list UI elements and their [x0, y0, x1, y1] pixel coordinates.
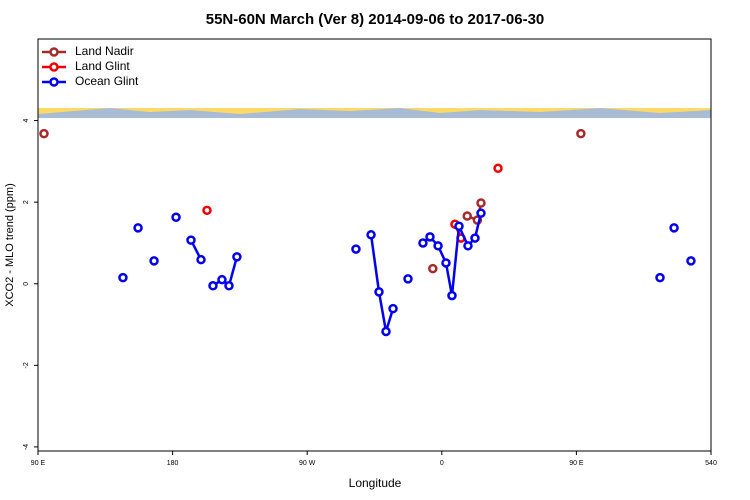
point: [149, 256, 159, 266]
y-axis-label: XCO2 - MLO trend (ppm): [4, 183, 16, 306]
x-tick-label: 90 E: [569, 460, 584, 467]
x-tick-label: 90 E: [31, 460, 46, 467]
y-tick-label: 2: [23, 200, 30, 204]
legend-marker: [49, 47, 59, 57]
point: [39, 128, 49, 139]
point: [403, 274, 413, 284]
point: [351, 244, 361, 254]
point: [476, 208, 486, 218]
point: [196, 254, 206, 265]
point: [232, 252, 242, 262]
x-tick-label: 0: [440, 460, 444, 467]
point: [576, 128, 586, 139]
point: [447, 290, 457, 301]
legend-label: Land Nadir: [75, 44, 134, 58]
point: [463, 241, 473, 251]
point: [388, 303, 398, 314]
point: [462, 211, 472, 221]
point: [366, 230, 376, 240]
legend-label: Land Glint: [75, 59, 130, 73]
series-line: [369, 234, 395, 332]
legend-marker: [49, 62, 59, 72]
x-tick-label: 180: [167, 460, 179, 467]
point: [202, 205, 212, 216]
point: [381, 326, 391, 337]
point: [686, 256, 696, 266]
y-tick-label: 0: [23, 282, 30, 286]
x-axis-label: Longitude: [349, 476, 402, 490]
x-tick-label: 540: [705, 460, 717, 467]
point: [669, 223, 679, 233]
point: [418, 238, 428, 248]
point: [425, 232, 435, 242]
point: [171, 212, 181, 223]
point: [441, 258, 451, 268]
point: [133, 223, 143, 233]
plot-frame: [37, 38, 712, 452]
point: [470, 233, 480, 243]
point: [217, 274, 227, 285]
point: [374, 287, 384, 297]
y-tick-label: -4: [23, 444, 30, 450]
point: [433, 241, 443, 251]
point: [454, 221, 464, 231]
point: [428, 263, 438, 274]
x-tick-label: 90 W: [299, 460, 316, 467]
point: [118, 272, 128, 283]
point: [224, 281, 234, 291]
point: [493, 163, 503, 174]
point: [476, 198, 486, 208]
y-tick-label: 4: [23, 119, 30, 123]
legend-marker: [49, 77, 59, 87]
point: [186, 235, 196, 245]
point: [655, 272, 665, 283]
y-tick-label: -2: [23, 362, 30, 368]
map-strip: [38, 108, 711, 118]
point: [208, 281, 218, 291]
chart-title: 55N-60N March (Ver 8) 2014-09-06 to 2017…: [206, 11, 545, 28]
legend-label: Ocean Glint: [75, 74, 139, 88]
